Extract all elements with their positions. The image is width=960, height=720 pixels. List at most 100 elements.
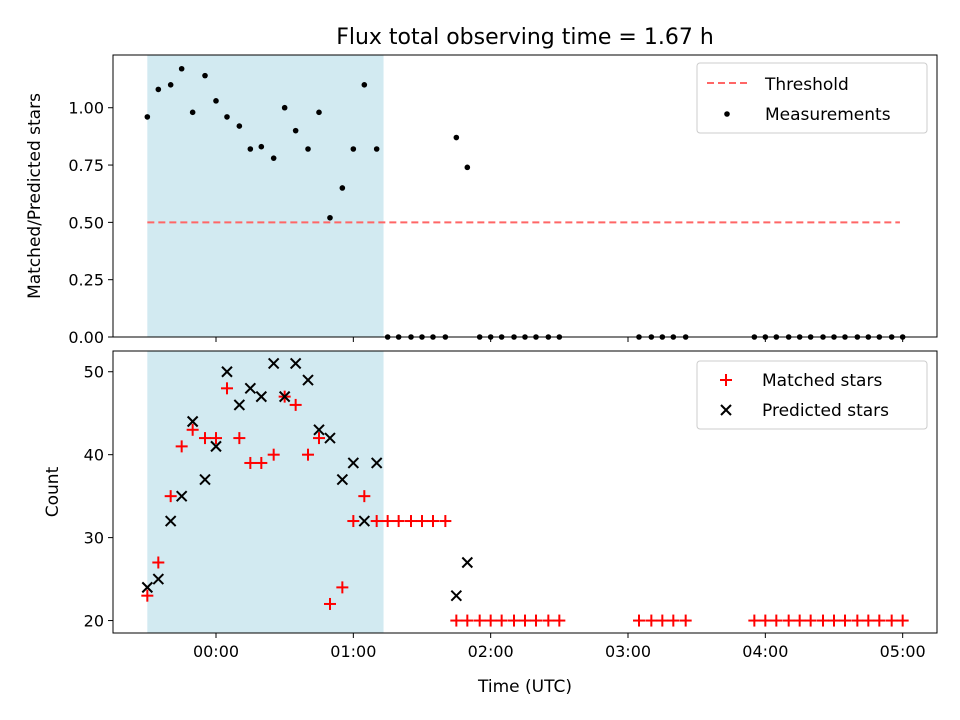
- predicted-star-point: [313, 424, 325, 436]
- matched-star-point: [302, 448, 315, 461]
- highlight-span: [147, 55, 384, 337]
- measurement-point: [453, 134, 460, 141]
- marker-stroke: [199, 473, 211, 486]
- matched-star-point: [495, 614, 508, 627]
- plot-frame: [112, 350, 938, 634]
- matched-star-point: [313, 432, 325, 445]
- predicted-star-point: [336, 473, 349, 486]
- matched-star-point: [141, 589, 154, 602]
- marker-stroke: [324, 432, 336, 444]
- measurement-point: [464, 164, 471, 171]
- predicted-star-point: [175, 490, 188, 502]
- predicted-star-point: [255, 390, 268, 403]
- marker-stroke: [175, 490, 188, 502]
- measurement-point: [316, 109, 322, 116]
- x-axis-ticks: 00:00 01:00 02:00 03:00 04:00 05:00: [193, 633, 926, 661]
- measurement-point: [189, 109, 196, 116]
- chart-title: Flux total observing time = 1.67 h: [336, 25, 714, 50]
- y-axis-ticks: 0.00 0.25 0.50 0.75 1.00: [68, 99, 113, 347]
- matched-star-point: [679, 614, 692, 627]
- measurement-point: [236, 123, 243, 129]
- marker-stroke: [164, 515, 177, 527]
- measurement-point: [144, 114, 151, 120]
- measurement-point: [327, 214, 333, 221]
- predicted-star-point: [199, 473, 211, 486]
- matched-star-point: [473, 614, 486, 627]
- legend-predicted-swatch: [720, 404, 732, 416]
- x-tick-label: 02:00: [468, 642, 514, 661]
- measurement-point: [270, 155, 277, 161]
- matched-star-point: [244, 456, 257, 469]
- y-tick-label: 1.00: [68, 99, 104, 118]
- marker-stroke: [461, 556, 474, 569]
- marker-stroke: [244, 382, 257, 395]
- y-axis-ticks: 20 30 40 50: [84, 363, 113, 631]
- measurement-point: [350, 146, 357, 152]
- matched-star-point: [267, 448, 280, 461]
- marker-stroke: [336, 473, 349, 486]
- matched-star-point: [199, 432, 212, 445]
- matched-star-point: [461, 614, 474, 627]
- predicted-star-point: [347, 457, 360, 469]
- matched-star-point: [632, 614, 645, 627]
- matched-star-point: [152, 556, 165, 569]
- matched-star-point: [175, 440, 188, 453]
- y-tick-label: 40: [84, 446, 104, 465]
- y-tick-label: 50: [84, 363, 104, 382]
- y-tick-label: 20: [84, 612, 104, 631]
- marker-stroke: [221, 366, 233, 378]
- measurement-point: [339, 185, 346, 191]
- measurement-point: [361, 82, 368, 88]
- legend-measurements-label: Measurements: [765, 105, 891, 125]
- matched-star-point: [508, 614, 521, 627]
- matched-star-point: [336, 581, 349, 594]
- legend-frame: [696, 62, 928, 134]
- matched-star-point: [381, 515, 394, 528]
- matched-star-point: [645, 614, 658, 627]
- marker-stroke: [358, 515, 371, 527]
- matched-star-point: [793, 614, 806, 627]
- x-tick-label: 04:00: [742, 642, 788, 661]
- matched-star-point: [885, 614, 898, 627]
- matched-star-point: [553, 614, 566, 627]
- legend-matched-label: Matched stars: [762, 371, 882, 391]
- matched-star-point: [405, 515, 418, 528]
- matched-star-point: [896, 614, 909, 627]
- predicted-star-point: [164, 515, 177, 527]
- predicted-star-point: [370, 457, 383, 469]
- predicted-star-point: [152, 573, 165, 585]
- legend-matched-swatch: [720, 374, 732, 386]
- ratio-panel: 0.00 0.25 0.50 0.75 1.00 Matched/Predicted s…: [25, 54, 938, 347]
- y-axis-label: Matched/Predicted stars: [25, 93, 45, 299]
- matched-star-point: [748, 614, 761, 627]
- matched-star-point: [233, 432, 246, 445]
- x-tick-label: 03:00: [605, 642, 651, 661]
- measurement-point: [292, 127, 299, 134]
- measurement-point: [373, 146, 380, 152]
- matched-star-point: [450, 614, 463, 627]
- matched-star-point: [759, 614, 772, 627]
- legend: Threshold Measurements: [696, 62, 928, 134]
- marker-stroke: [450, 589, 463, 602]
- matched-star-point: [164, 490, 177, 503]
- matched-star-point: [519, 614, 531, 627]
- matched-star-point: [862, 614, 875, 627]
- matched-star-point: [656, 614, 669, 627]
- matched-star-point: [392, 515, 405, 528]
- x-tick-label: 05:00: [880, 642, 926, 661]
- measurement-point: [305, 146, 311, 152]
- marker-stroke: [255, 390, 268, 403]
- marker-stroke: [267, 357, 280, 370]
- legend-predicted-label: Predicted stars: [762, 401, 889, 421]
- measurement-point: [202, 72, 208, 79]
- predicted-star-point: [302, 374, 314, 386]
- predicted-star-point: [244, 382, 257, 395]
- matched-star-point: [828, 614, 840, 627]
- predicted-star-point: [210, 440, 222, 453]
- matched-star-point: [770, 614, 783, 627]
- measurement-point: [155, 86, 162, 93]
- matched-star-point: [323, 597, 336, 610]
- marker-stroke: [210, 440, 222, 453]
- matched-star-point: [851, 614, 864, 627]
